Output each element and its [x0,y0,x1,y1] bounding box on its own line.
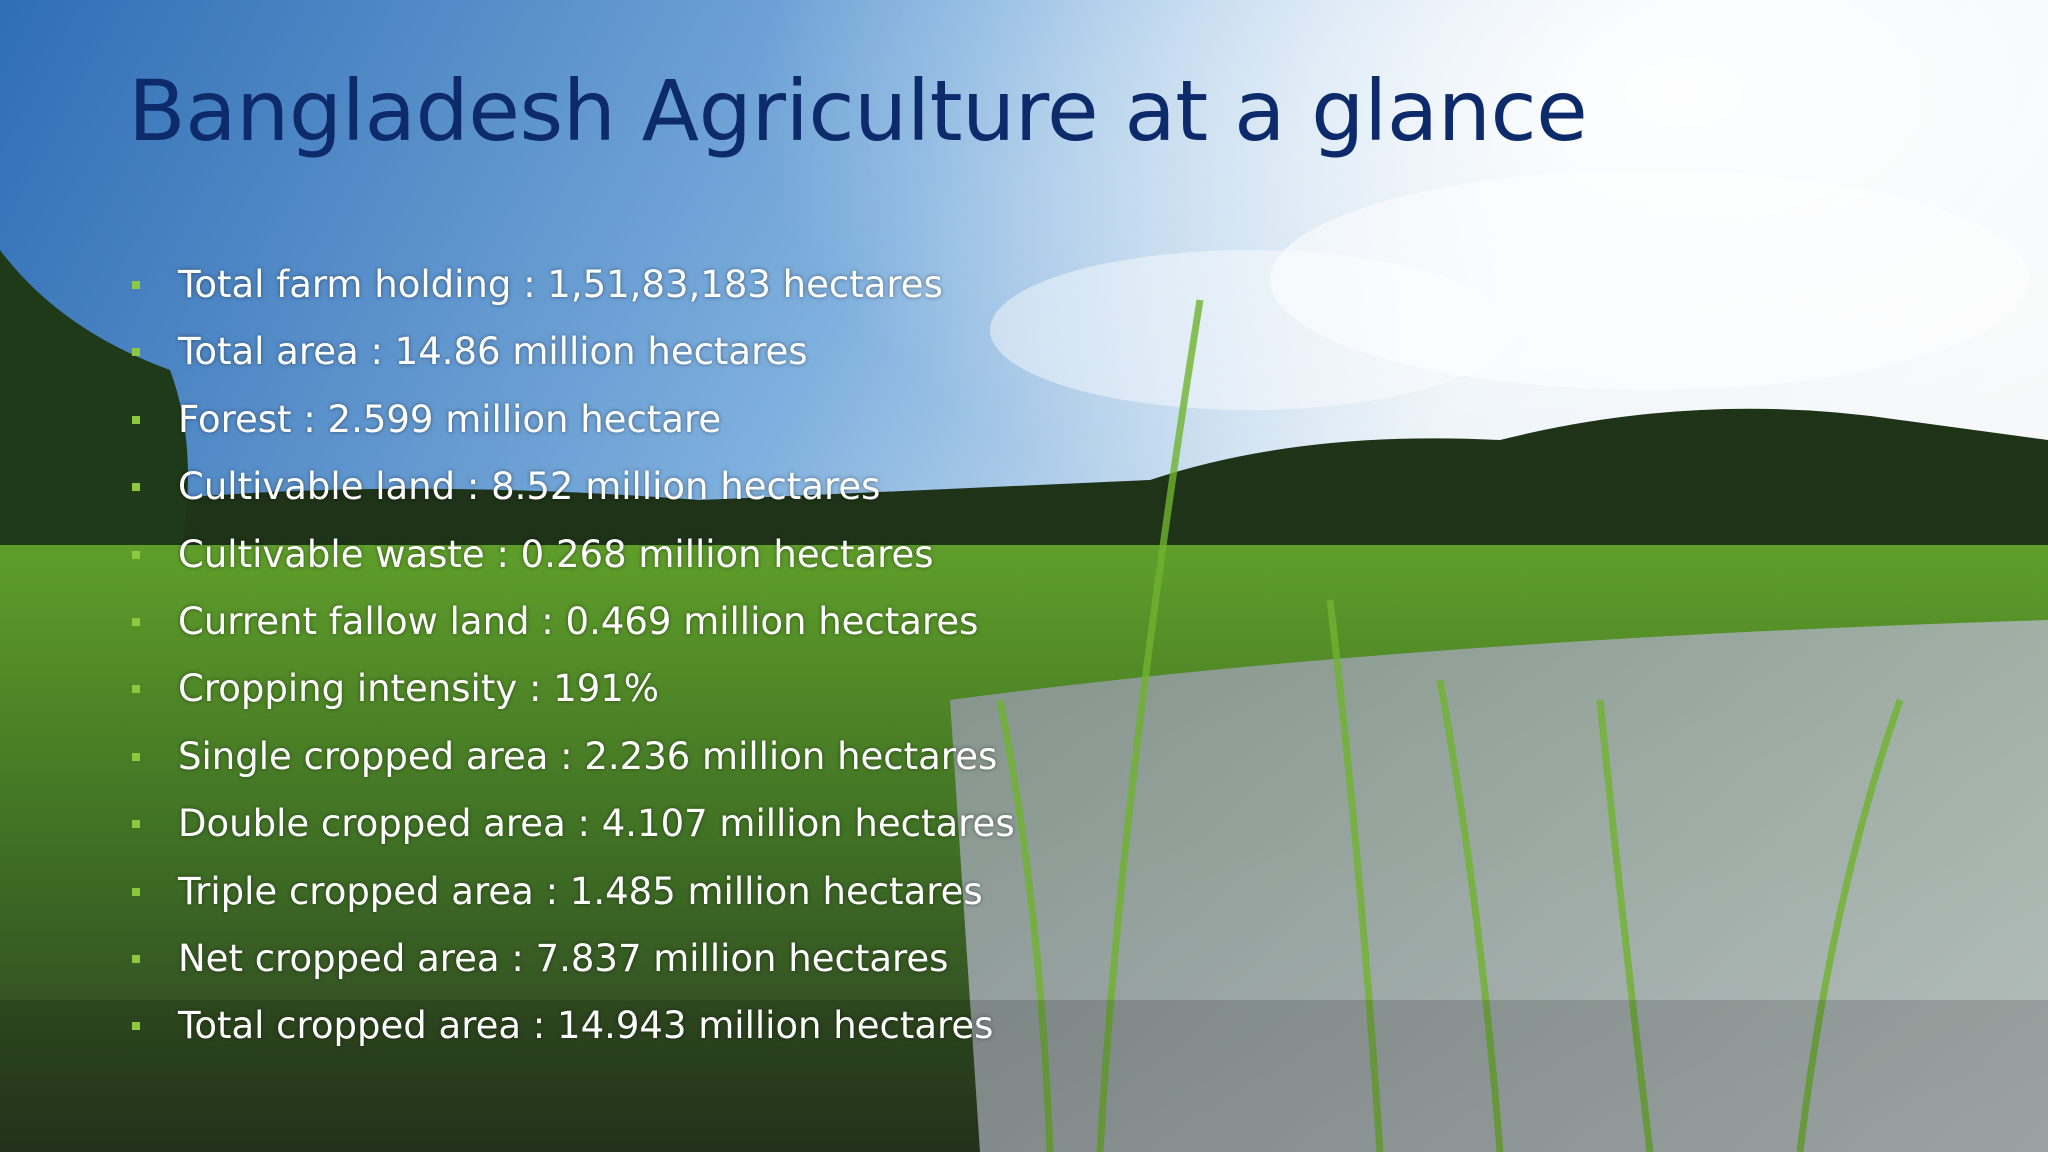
bullet-item: Cultivable waste : 0.268 million hectare… [130,528,1015,595]
bullet-item: Net cropped area : 7.837 million hectare… [130,932,1015,999]
bullet-item: Total area : 14.86 million hectares [130,325,1015,392]
bullet-item: Current fallow land : 0.469 million hect… [130,595,1015,662]
bullet-item: Single cropped area : 2.236 million hect… [130,730,1015,797]
slide-title: Bangladesh Agriculture at a glance [128,62,1588,160]
bullet-list: Total farm holding : 1,51,83,183 hectare… [130,258,1015,1067]
bullet-item: Cropping intensity : 191% [130,662,1015,729]
bullet-item: Cultivable land : 8.52 million hectares [130,460,1015,527]
bullet-item: Triple cropped area : 1.485 million hect… [130,865,1015,932]
bullet-item: Total cropped area : 14.943 million hect… [130,999,1015,1066]
bullet-item: Total farm holding : 1,51,83,183 hectare… [130,258,1015,325]
bullet-item: Forest : 2.599 million hectare [130,393,1015,460]
bullet-item: Double cropped area : 4.107 million hect… [130,797,1015,864]
